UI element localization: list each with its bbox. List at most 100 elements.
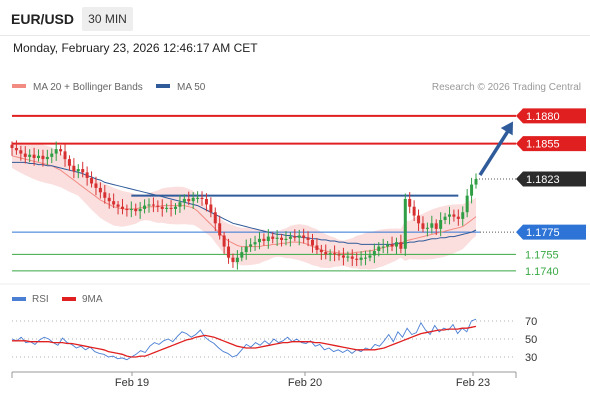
- price-panel: 1.1880 1.1855 1.1823 1.1775 1.1755 1.1740: [0, 108, 590, 285]
- candle: [443, 216, 447, 220]
- candle: [169, 207, 173, 209]
- candle: [231, 257, 235, 263]
- candle: [90, 177, 94, 184]
- candle: [200, 197, 204, 199]
- legend-label: MA 50: [177, 82, 206, 93]
- candle: [218, 223, 222, 236]
- candle: [275, 237, 279, 239]
- resistance-level-label: 1.1855: [526, 139, 560, 151]
- rsi-legend-swatch: [12, 297, 26, 301]
- candle: [421, 223, 425, 229]
- header: EUR/USD 30 MIN: [0, 0, 590, 36]
- candle: [359, 257, 363, 260]
- candle: [386, 244, 390, 247]
- candle: [178, 202, 182, 207]
- candle: [134, 208, 138, 212]
- candle: [399, 242, 403, 249]
- candle: [394, 242, 398, 247]
- candle: [324, 252, 328, 255]
- candle: [408, 198, 412, 207]
- candle: [403, 198, 407, 249]
- candle: [452, 214, 456, 217]
- candle: [76, 169, 80, 172]
- candle: [368, 255, 372, 258]
- rsi-tick-label: 50: [525, 334, 537, 346]
- candle: [156, 205, 160, 207]
- candle: [350, 256, 354, 259]
- candle: [244, 246, 248, 253]
- candle: [262, 238, 266, 242]
- candle: [456, 216, 460, 219]
- candle: [377, 246, 381, 251]
- candle: [103, 192, 107, 198]
- candle: [209, 204, 213, 213]
- candle: [271, 236, 275, 239]
- candle: [182, 198, 186, 203]
- candle: [98, 187, 102, 193]
- header-divider: [0, 35, 590, 36]
- candle: [28, 154, 32, 157]
- candle: [112, 201, 116, 205]
- candle: [417, 215, 421, 224]
- candle: [364, 257, 368, 259]
- candle: [315, 245, 319, 250]
- candle: [160, 206, 164, 209]
- candle: [337, 254, 341, 256]
- candle: [284, 238, 288, 240]
- instrument-title: EUR/USD: [11, 11, 75, 27]
- pivot-price-tag: 1.1775: [516, 224, 586, 240]
- candle: [249, 244, 253, 247]
- ma20-line: [11, 155, 477, 254]
- candle: [227, 246, 231, 258]
- support-level-label: 1.1755: [525, 249, 559, 261]
- rsi-panel: RSI 9MA 70 50 30 Feb 19 Feb 20 Feb 23: [11, 294, 537, 389]
- candle: [50, 153, 54, 157]
- candle: [23, 153, 27, 157]
- rsi-ma9-line: [12, 325, 477, 358]
- projection-arrow: [478, 121, 513, 176]
- candle: [341, 255, 345, 258]
- candle: [196, 197, 200, 199]
- candle: [293, 236, 297, 238]
- candle: [125, 208, 129, 211]
- candle: [174, 206, 178, 209]
- legend-swatch: [156, 84, 170, 88]
- candle: [474, 179, 478, 185]
- credit-text: Research © 2026 Trading Central: [432, 82, 581, 93]
- candle: [204, 198, 208, 205]
- candle: [461, 212, 465, 219]
- candle: [85, 172, 89, 178]
- candle: [297, 235, 301, 238]
- x-tick-label: Feb 20: [288, 377, 322, 389]
- candle: [346, 256, 350, 258]
- candle: [14, 148, 18, 151]
- resistance-price-tag: 1.1855: [516, 136, 586, 152]
- candle: [222, 235, 226, 247]
- candle: [59, 149, 63, 152]
- rsi-legend-label: RSI: [32, 294, 49, 305]
- candle: [447, 214, 451, 217]
- pivot-level-label: 1.1775: [526, 227, 560, 239]
- support-level-label: 1.1740: [525, 266, 559, 278]
- candle: [138, 208, 142, 212]
- candle: [302, 235, 306, 238]
- candle: [116, 204, 120, 207]
- candle: [165, 207, 169, 209]
- last_price-level-label: 1.1823: [526, 174, 560, 186]
- candle: [310, 239, 314, 246]
- candle: [67, 159, 71, 166]
- candle: [32, 154, 36, 158]
- candle: [37, 155, 41, 158]
- legend-swatch: [12, 84, 26, 88]
- last_price-price-tag: 1.1823: [516, 171, 586, 187]
- candle: [465, 195, 469, 213]
- candle: [54, 149, 58, 154]
- candle: [120, 206, 124, 209]
- candle: [306, 237, 310, 240]
- rsi-tick-label: 70: [525, 316, 537, 328]
- timeframe-badge[interactable]: 30 MIN: [82, 7, 133, 31]
- candles: [10, 140, 478, 270]
- candle: [129, 208, 133, 211]
- candle: [63, 151, 67, 160]
